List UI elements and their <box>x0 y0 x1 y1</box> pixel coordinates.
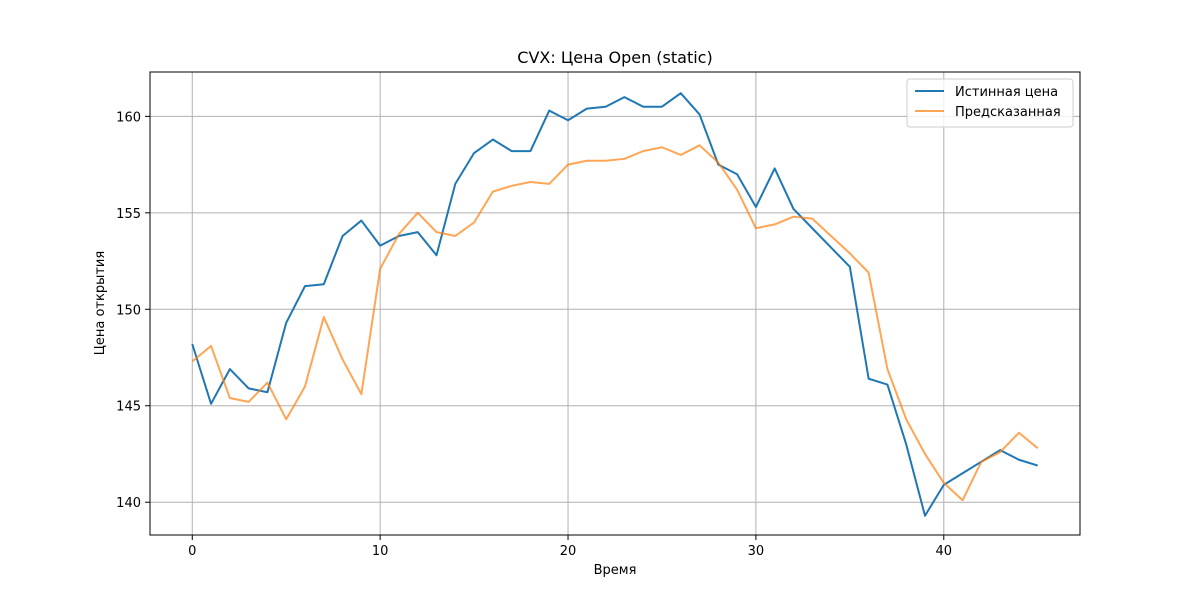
y-axis-title: Цена открытия <box>93 251 108 355</box>
x-axis-title: Время <box>594 563 637 578</box>
x-tick-label: 30 <box>748 544 765 559</box>
x-tick-label: 0 <box>188 544 196 559</box>
legend: Истинная цена Предсказанная <box>906 78 1074 128</box>
x-axis: 0 10 20 30 40 <box>188 535 952 559</box>
x-tick-label: 10 <box>372 544 389 559</box>
x-tick-label: 40 <box>936 544 953 559</box>
plot-frame <box>149 71 1081 536</box>
y-axis: 140 145 150 155 160 <box>116 110 150 511</box>
x-tick-label: 20 <box>560 544 577 559</box>
y-tick-label: 150 <box>116 303 141 318</box>
y-tick-label: 145 <box>116 400 141 415</box>
series-line-predicted <box>191 144 1039 502</box>
legend-box <box>906 78 1074 128</box>
y-tick-label: 155 <box>116 207 141 222</box>
series-layer <box>191 92 1039 517</box>
y-tick-label: 140 <box>116 496 141 511</box>
legend-label-predicted: Предсказанная <box>955 105 1061 120</box>
y-tick-label: 160 <box>116 110 141 125</box>
chart-title: CVX: Цена Open (static) <box>517 48 712 67</box>
legend-label-true: Истинная цена <box>955 85 1058 100</box>
series-line-true-price <box>191 92 1039 517</box>
gridlines <box>150 72 1080 535</box>
